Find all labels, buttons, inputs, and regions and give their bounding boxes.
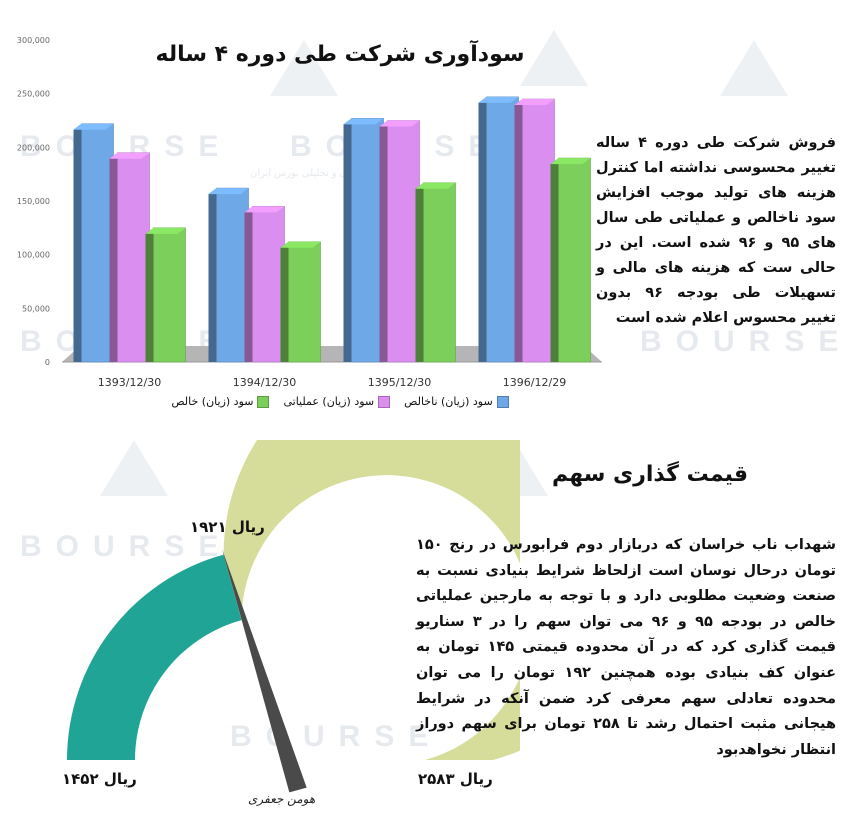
bar (244, 206, 285, 363)
y-tick-label: 200,000 (17, 143, 50, 152)
gauge-filled-arc (67, 554, 242, 760)
chart-legend: سود (زیان) ناخالص سود (زیان) عملیاتی سود… (160, 395, 520, 408)
legend-item-operating: سود (زیان) عملیاتی (283, 395, 391, 408)
bar (280, 241, 321, 363)
legend-label: سود (زیان) خالص (171, 395, 254, 408)
bar (514, 98, 555, 363)
legend-item-gross: سود (زیان) ناخالص (404, 395, 509, 408)
x-tick-label: 1393/12/30 (98, 376, 161, 389)
bar (343, 118, 384, 363)
profit-bar-chart: 0 50,000 100,000 150,000 200,000 250,000 300,0… (17, 36, 602, 389)
gauge-title: قیمت گذاری سهم (551, 462, 749, 487)
y-tick-label: 150,000 (17, 197, 50, 206)
bar (73, 123, 114, 363)
gauge-value-label: ریال ۱۹۲۱ (190, 518, 265, 536)
x-tick-label: 1395/12/30 (368, 376, 431, 389)
price-gauge (67, 440, 520, 793)
gauge-min-label: ریال ۱۴۵۲ (62, 770, 137, 788)
chart-floor (62, 346, 602, 362)
valuation-description: شهداب ناب خراسان که دربازار دوم فرابورس … (416, 537, 836, 758)
y-tick-label: 100,000 (17, 251, 50, 260)
bar (478, 96, 519, 363)
gauge-needle (221, 548, 307, 793)
chart-title: سودآوری شرکت طی دوره ۴ ساله (155, 42, 525, 67)
x-tick-label: 1394/12/30 (233, 376, 296, 389)
legend-swatch (257, 395, 270, 408)
x-tick-label: 1396/12/29 (503, 376, 566, 389)
legend-label: سود (زیان) عملیاتی (283, 395, 375, 408)
legend-swatch (496, 395, 509, 408)
bar (550, 157, 591, 363)
y-tick-label: 0 (45, 358, 50, 367)
profit-description: فروش شرکت طی دوره ۴ ساله تغییر محسوسی ند… (596, 135, 837, 326)
y-tick-label: 250,000 (17, 90, 50, 99)
legend-item-net: سود (زیان) خالص (171, 395, 270, 408)
y-tick-label: 50,000 (22, 304, 50, 313)
legend-label: سود (زیان) ناخالص (404, 395, 493, 408)
gauge-max-label: ریال ۲۵۸۳ (418, 770, 493, 788)
gauge-remaining-arc (223, 440, 520, 760)
bar (379, 120, 420, 363)
y-tick-label: 300,000 (17, 36, 50, 45)
bar (415, 182, 456, 363)
bar (109, 152, 150, 363)
legend-swatch (378, 395, 391, 408)
bar (208, 187, 249, 363)
author-signature: هومن جعفری (248, 792, 316, 806)
bar (145, 227, 186, 363)
